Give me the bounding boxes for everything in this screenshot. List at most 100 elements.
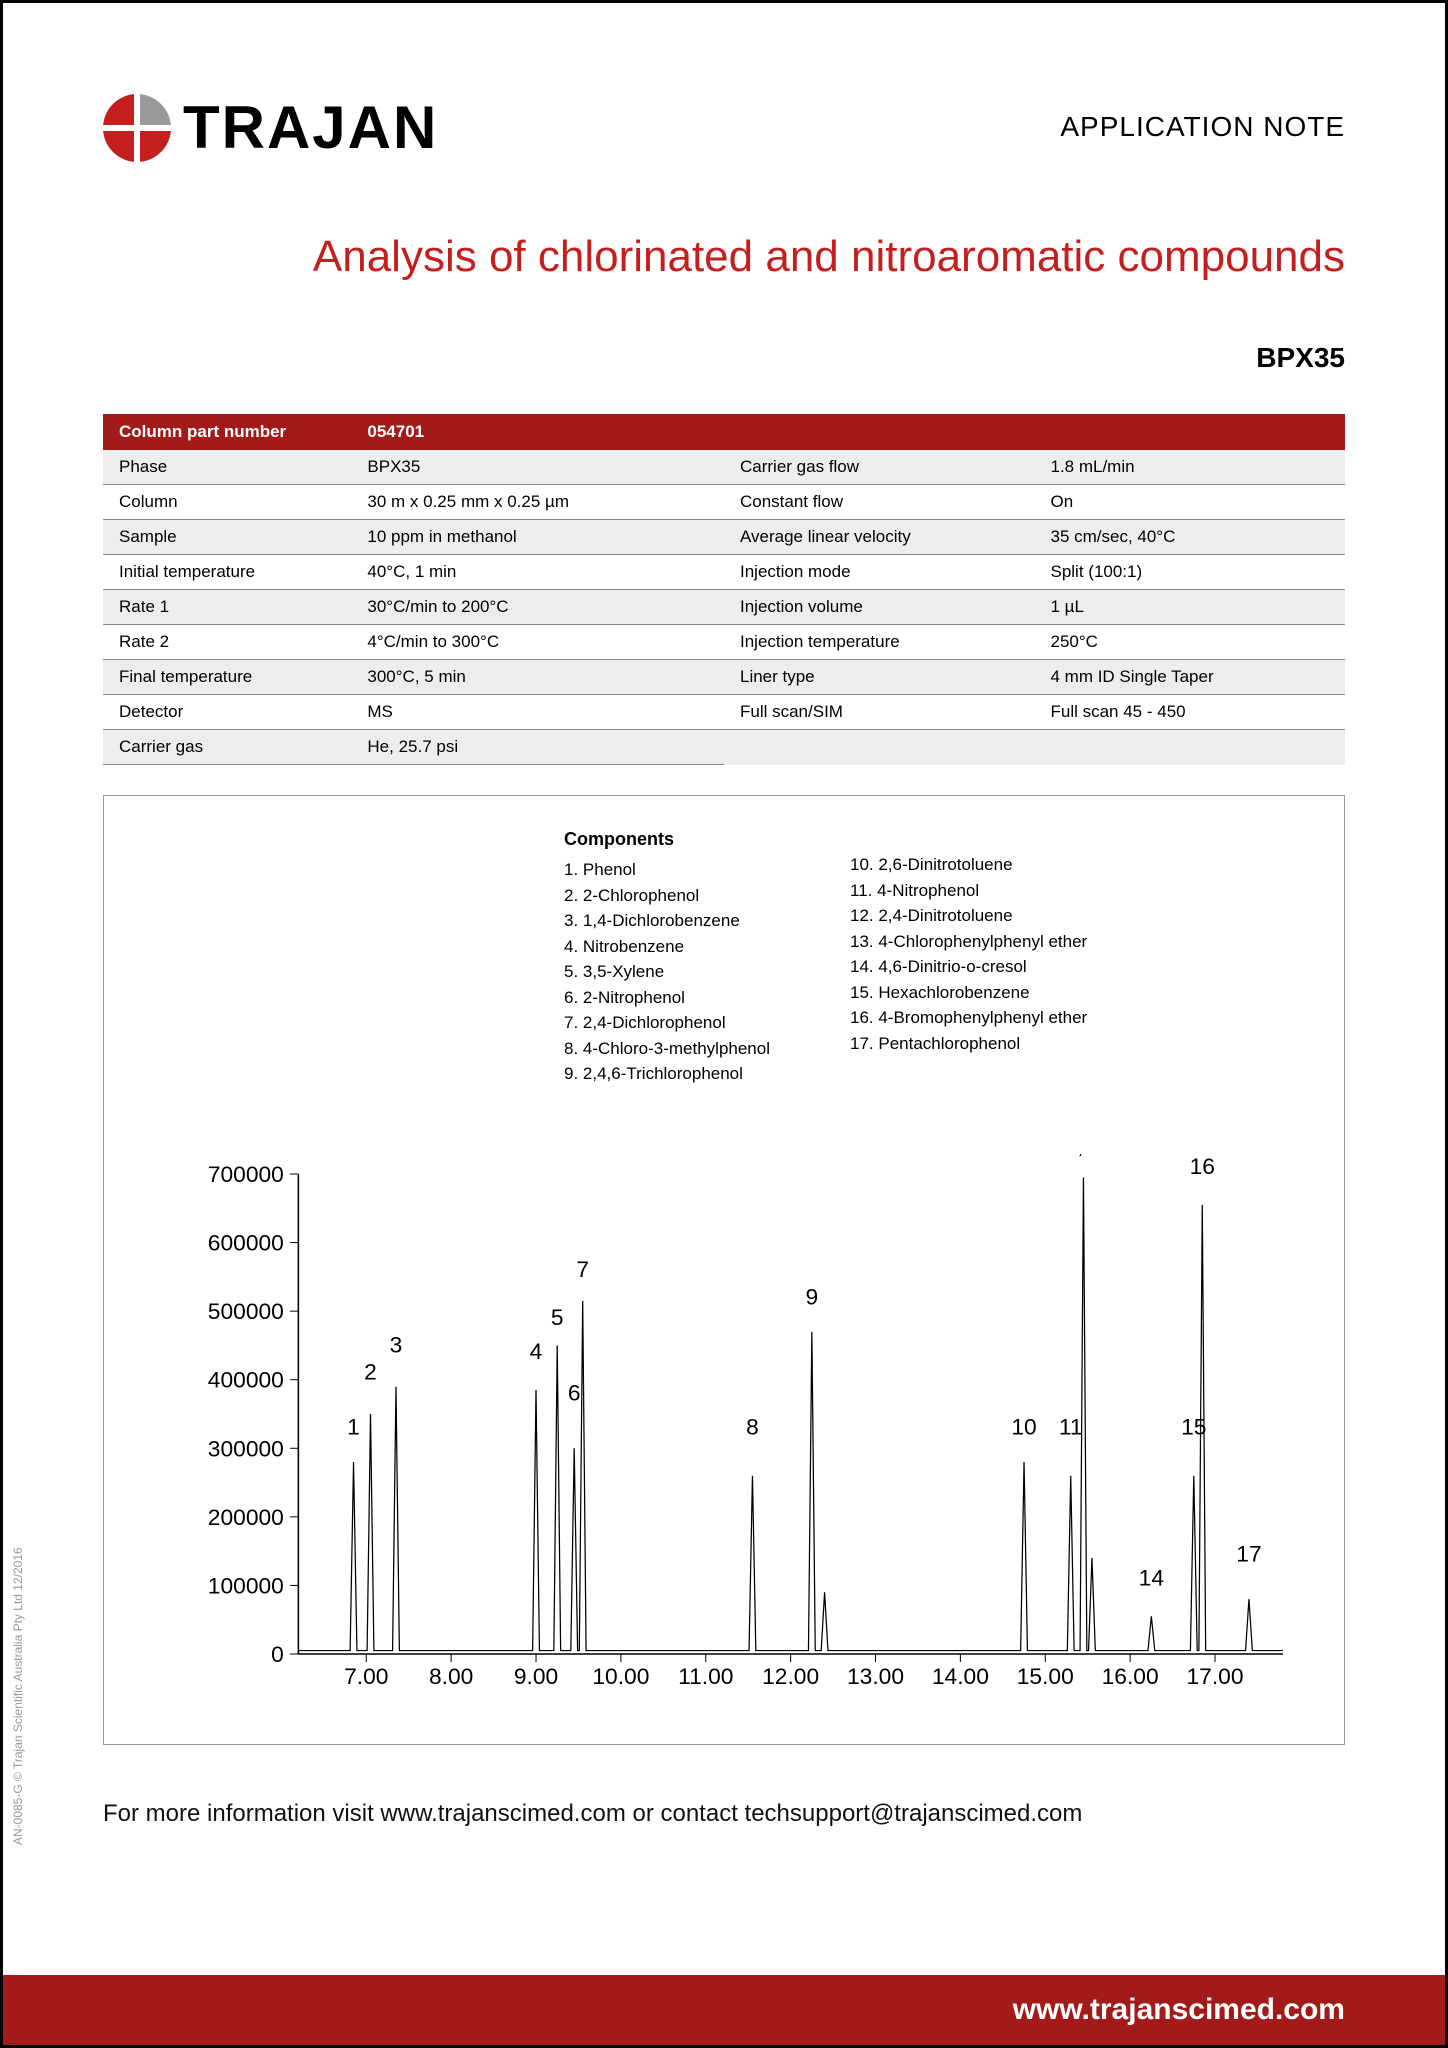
svg-text:6: 6 <box>568 1381 581 1406</box>
svg-text:14.00: 14.00 <box>932 1664 989 1689</box>
svg-text:7.00: 7.00 <box>344 1664 388 1689</box>
svg-text:9.00: 9.00 <box>514 1664 558 1689</box>
header-cell-value: 054701 <box>351 414 1345 450</box>
component-item: 13. 4-Chlorophenylphenyl ether <box>850 929 1087 955</box>
table-cell: MS <box>351 695 724 730</box>
header-row: TRAJAN APPLICATION NOTE <box>103 93 1345 162</box>
svg-text:10.00: 10.00 <box>592 1664 649 1689</box>
svg-text:14: 14 <box>1139 1566 1164 1591</box>
header-cell-label: Column part number <box>103 414 351 450</box>
svg-text:11: 11 <box>1059 1415 1083 1440</box>
svg-text:10: 10 <box>1011 1415 1036 1440</box>
component-item: 1. Phenol <box>564 857 770 883</box>
component-item: 5. 3,5-Xylene <box>564 959 770 985</box>
table-cell: 30°C/min to 200°C <box>351 590 724 625</box>
component-item: 17. Pentachlorophenol <box>850 1031 1087 1057</box>
table-cell: 30 m x 0.25 mm x 0.25 µm <box>351 485 724 520</box>
svg-text:9: 9 <box>806 1285 819 1310</box>
component-item: 6. 2-Nitrophenol <box>564 985 770 1011</box>
footer-bar: www.trajanscimed.com <box>3 1975 1445 2045</box>
svg-text:500000: 500000 <box>208 1300 284 1325</box>
table-cell: BPX35 <box>351 450 724 485</box>
table-cell: Full scan/SIM <box>724 695 1035 730</box>
table-row: Rate 24°C/min to 300°CInjection temperat… <box>103 625 1345 660</box>
side-credit: AN-0085-G © Trajan Scientific Australia … <box>11 1547 25 1845</box>
table-cell: Liner type <box>724 660 1035 695</box>
table-row: Rate 130°C/min to 200°CInjection volume1… <box>103 590 1345 625</box>
table-cell: 40°C, 1 min <box>351 555 724 590</box>
svg-text:0: 0 <box>271 1642 284 1667</box>
svg-text:400000: 400000 <box>208 1368 284 1393</box>
table-row: Final temperature300°C, 5 minLiner type4… <box>103 660 1345 695</box>
table-cell: Full scan 45 - 450 <box>1034 695 1345 730</box>
svg-text:7: 7 <box>576 1257 589 1282</box>
svg-text:1: 1 <box>347 1415 360 1440</box>
table-cell: 4°C/min to 300°C <box>351 625 724 660</box>
svg-text:3: 3 <box>390 1333 403 1358</box>
page-subtitle: BPX35 <box>103 342 1345 374</box>
svg-text:12.00: 12.00 <box>762 1664 819 1689</box>
table-cell: 1 µL <box>1034 590 1345 625</box>
component-item: 3. 1,4-Dichlorobenzene <box>564 908 770 934</box>
chromatogram-chart: 0 100000 200000 300000 400000 500000 600000 700… <box>174 1154 1314 1714</box>
table-row: Initial temperature40°C, 1 minInjection … <box>103 555 1345 590</box>
table-cell: Rate 2 <box>103 625 351 660</box>
parameter-table: Column part number 054701 PhaseBPX35Carr… <box>103 414 1345 765</box>
svg-text:17: 17 <box>1236 1542 1261 1567</box>
table-row: Column30 m x 0.25 mm x 0.25 µmConstant f… <box>103 485 1345 520</box>
table-cell: Split (100:1) <box>1034 555 1345 590</box>
component-column-2: 10. 2,6-Dinitrotoluene11. 4-Nitrophenol1… <box>850 852 1087 1087</box>
footer-note: For more information visit www.trajansci… <box>103 1800 1345 1828</box>
svg-text:300000: 300000 <box>208 1437 284 1462</box>
svg-text:5: 5 <box>551 1305 564 1330</box>
component-item: 2. 2-Chlorophenol <box>564 883 770 909</box>
table-cell: Carrier gas flow <box>724 450 1035 485</box>
svg-text:15: 15 <box>1181 1415 1206 1440</box>
table-cell: 1.8 mL/min <box>1034 450 1345 485</box>
component-item: 10. 2,6-Dinitrotoluene <box>850 852 1087 878</box>
table-cell: Constant flow <box>724 485 1035 520</box>
svg-text:13.00: 13.00 <box>847 1664 904 1689</box>
table-cell: He, 25.7 psi <box>351 730 724 765</box>
table-cell: 10 ppm in methanol <box>351 520 724 555</box>
component-column-1: Components 1. Phenol2. 2-Chlorophenol3. … <box>564 826 770 1087</box>
footer-url: www.trajanscimed.com <box>1013 1993 1345 2027</box>
table-cell: Sample <box>103 520 351 555</box>
table-cell: Phase <box>103 450 351 485</box>
component-item: 15. Hexachlorobenzene <box>850 980 1087 1006</box>
table-cell: 300°C, 5 min <box>351 660 724 695</box>
svg-text:8.00: 8.00 <box>429 1664 473 1689</box>
table-cell: Column <box>103 485 351 520</box>
svg-text:600000: 600000 <box>208 1231 284 1256</box>
table-cell: 35 cm/sec, 40°C <box>1034 520 1345 555</box>
svg-text:200000: 200000 <box>208 1505 284 1530</box>
svg-text:17.00: 17.00 <box>1186 1664 1243 1689</box>
table-cell: Detector <box>103 695 351 730</box>
table-row: DetectorMSFull scan/SIMFull scan 45 - 45… <box>103 695 1345 730</box>
component-item: 7. 2,4-Dichlorophenol <box>564 1010 770 1036</box>
brand-logo: TRAJAN <box>103 93 438 162</box>
svg-text:12, 13: 12, 13 <box>1052 1154 1115 1158</box>
svg-text:15.00: 15.00 <box>1017 1664 1074 1689</box>
table-cell: Average linear velocity <box>724 520 1035 555</box>
table-row: PhaseBPX35Carrier gas flow1.8 mL/min <box>103 450 1345 485</box>
component-item: 8. 4-Chloro-3-methylphenol <box>564 1036 770 1062</box>
table-cell <box>724 730 1035 765</box>
component-item: 9. 2,4,6-Trichlorophenol <box>564 1061 770 1087</box>
svg-text:8: 8 <box>746 1415 759 1440</box>
component-item: 12. 2,4-Dinitrotoluene <box>850 903 1087 929</box>
svg-text:700000: 700000 <box>208 1162 284 1187</box>
component-item: 11. 4-Nitrophenol <box>850 878 1087 904</box>
table-row: Carrier gasHe, 25.7 psi <box>103 730 1345 765</box>
page-title: Analysis of chlorinated and nitroaromati… <box>103 232 1345 282</box>
component-item: 16. 4-Bromophenylphenyl ether <box>850 1005 1087 1031</box>
svg-text:4: 4 <box>530 1340 543 1365</box>
table-cell: 250°C <box>1034 625 1345 660</box>
page: TRAJAN APPLICATION NOTE Analysis of chlo… <box>3 3 1445 2045</box>
svg-text:16: 16 <box>1190 1154 1215 1179</box>
table-cell: On <box>1034 485 1345 520</box>
component-legend: Components 1. Phenol2. 2-Chlorophenol3. … <box>564 826 1314 1087</box>
table-cell: Injection volume <box>724 590 1035 625</box>
table-cell: Final temperature <box>103 660 351 695</box>
svg-text:100000: 100000 <box>208 1574 284 1599</box>
